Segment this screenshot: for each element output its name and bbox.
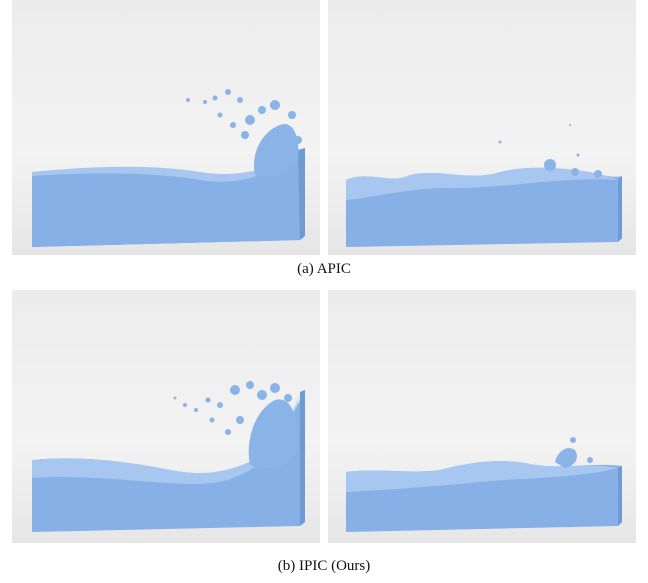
caption: (b) IPIC (Ours) — [278, 558, 370, 574]
render-apic-2 — [328, 0, 636, 255]
figure: (a) APIC (b) IPIC (Ours) — [0, 0, 648, 583]
render-apic-1 — [12, 0, 320, 255]
render-ipic-2 — [328, 290, 636, 543]
render-ipic-1 — [12, 290, 320, 543]
caption: (a) APIC — [297, 261, 351, 277]
